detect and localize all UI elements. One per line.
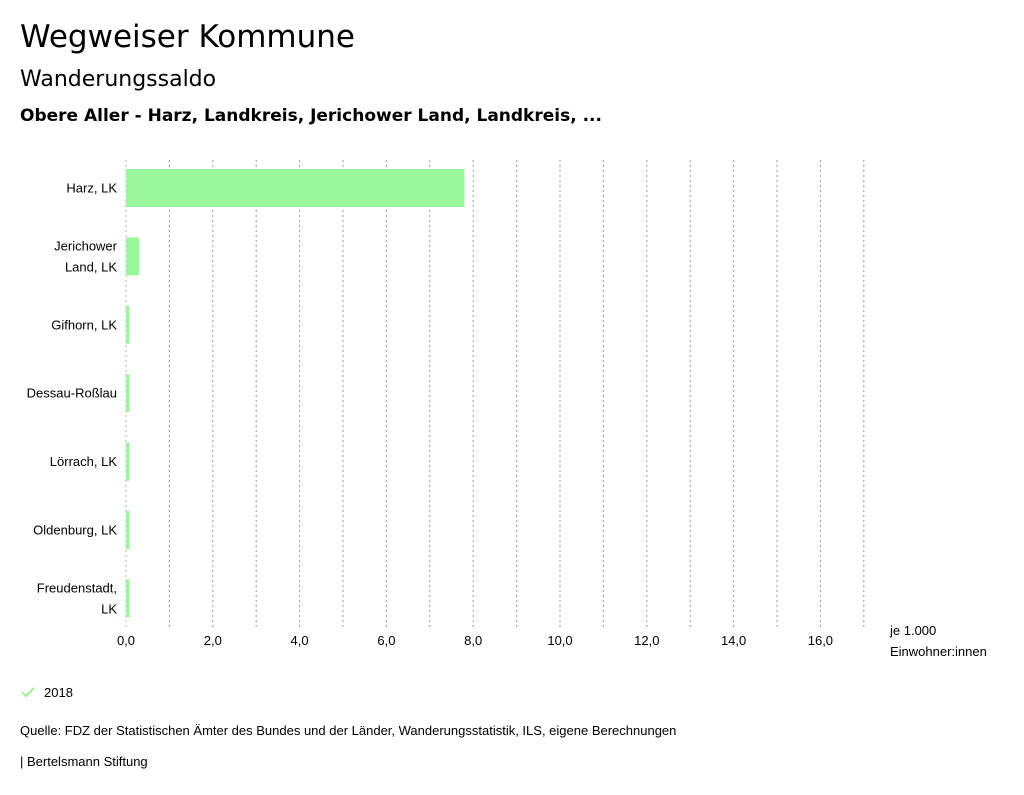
x-tick-label: 6,0 xyxy=(377,633,395,648)
check-icon xyxy=(21,687,35,698)
x-tick-label: 16,0 xyxy=(808,633,833,648)
brand-note: | Bertelsmann Stiftung xyxy=(20,754,148,769)
category-label: Harz, LK xyxy=(66,181,117,196)
app-title: Wegweiser Kommune xyxy=(20,19,355,55)
region-title: Obere Aller - Harz, Landkreis, Jerichowe… xyxy=(20,106,602,126)
bar-7[interactable] xyxy=(126,579,130,618)
legend-label: 2018 xyxy=(44,684,73,700)
x-tick-label: 10,0 xyxy=(547,633,572,648)
x-tick-label: 2,0 xyxy=(204,633,222,648)
bar-6[interactable] xyxy=(126,511,130,549)
bar-4[interactable] xyxy=(126,374,130,413)
bar-3[interactable] xyxy=(126,305,130,344)
category-label: Land, LK xyxy=(65,259,117,274)
legend-item-2018[interactable]: 2018 xyxy=(20,684,73,700)
bar-chart: Harz, LK Jerichower Land, LK Gifhorn, LK Des… xyxy=(27,160,987,659)
bar-5[interactable] xyxy=(126,442,130,481)
category-label: LK xyxy=(101,601,117,616)
bar-2[interactable] xyxy=(126,237,140,276)
x-axis-label-line: je 1.000 xyxy=(889,623,936,638)
bar-1[interactable] xyxy=(126,169,465,207)
grid-lines xyxy=(125,160,865,627)
x-axis-label: je 1.000 Einwohner:innen xyxy=(889,623,987,659)
category-labels: Harz, LK Jerichower Land, LK Gifhorn, LK Des… xyxy=(27,181,118,617)
x-tick-label: 12,0 xyxy=(634,633,659,648)
category-label: Lörrach, LK xyxy=(50,454,118,469)
category-label: Dessau-Roßlau xyxy=(27,386,117,401)
x-tick-label: 4,0 xyxy=(291,633,309,648)
x-tick-labels: 0,0 2,0 4,0 6,0 8,0 10,0 12,0 14,0 16,0 xyxy=(117,633,833,648)
x-axis-label-line: Einwohner:innen xyxy=(890,644,987,659)
category-label: Freudenstadt, xyxy=(37,580,117,595)
category-label: Oldenburg, LK xyxy=(33,523,117,538)
x-tick-label: 8,0 xyxy=(464,633,482,648)
x-tick-label: 14,0 xyxy=(721,633,746,648)
category-label: Jerichower xyxy=(54,238,118,253)
x-tick-label: 0,0 xyxy=(117,633,135,648)
category-label: Gifhorn, LK xyxy=(51,317,117,332)
bars xyxy=(126,169,465,618)
source-note: Quelle: FDZ der Statistischen Ämter des … xyxy=(20,723,677,738)
chart-subtitle: Wanderungssaldo xyxy=(20,67,217,92)
